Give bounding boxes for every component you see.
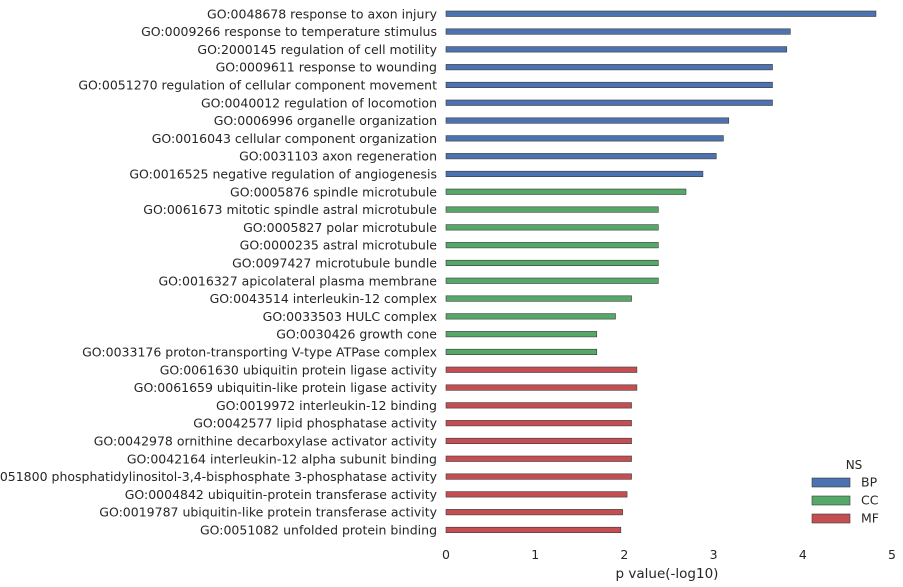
bar-mf bbox=[445, 366, 638, 373]
bar-bp bbox=[445, 153, 717, 160]
bar-cc bbox=[445, 224, 659, 231]
bar-mf bbox=[445, 420, 632, 427]
category-label: GO:0042164 interleukin-12 alpha subunit … bbox=[127, 451, 437, 466]
category-label: GO:0016327 apicolateral plasma membrane bbox=[159, 273, 438, 288]
x-tick-label: 3 bbox=[710, 547, 718, 562]
bar-bp bbox=[445, 46, 788, 53]
bar-mf bbox=[445, 384, 638, 391]
category-label: GO:0042577 lipid phosphatase activity bbox=[193, 416, 437, 431]
legend-swatch-cc bbox=[811, 495, 851, 506]
category-label: GO:0009266 response to temperature stimu… bbox=[141, 24, 437, 39]
category-label: GO:0005876 spindle microtubule bbox=[230, 184, 437, 199]
bar-bp bbox=[445, 64, 773, 71]
bar-mf bbox=[445, 509, 623, 516]
legend-swatch-mf bbox=[811, 513, 851, 524]
legend-label-mf: MF bbox=[861, 511, 879, 526]
category-label: GO:0040012 regulation of locomotion bbox=[201, 95, 437, 110]
category-label: GO:0019972 interleukin-12 binding bbox=[216, 398, 437, 413]
category-label: GO:0061673 mitotic spindle astral microt… bbox=[143, 202, 437, 217]
category-label: GO:0030426 growth cone bbox=[276, 327, 437, 342]
bar-cc bbox=[445, 242, 659, 249]
category-label: GO:0000235 astral microtubule bbox=[240, 238, 438, 253]
category-label: GO:0016043 cellular component organizati… bbox=[152, 131, 437, 146]
bar-cc bbox=[445, 295, 632, 302]
category-label: GO:0016525 negative regulation of angiog… bbox=[129, 166, 437, 181]
category-label: GO:0042978 ornithine decarboxylase activ… bbox=[94, 433, 438, 448]
category-label: GO:0006996 organelle organization bbox=[214, 113, 437, 128]
legend-label-cc: CC bbox=[861, 493, 879, 508]
bar-mf bbox=[445, 437, 632, 445]
x-axis: 0 1 2 3 4 5 bbox=[442, 547, 896, 562]
category-label: GO:0097427 microtubule bundle bbox=[232, 255, 437, 270]
x-tick-label: 2 bbox=[620, 547, 628, 562]
legend-label-bp: BP bbox=[861, 475, 878, 490]
category-label: GO:2000145 regulation of cell motility bbox=[197, 42, 437, 57]
bar-cc bbox=[445, 206, 659, 213]
bar-cc bbox=[445, 348, 598, 356]
category-label: GO:0019787 ubiquitin-like protein transf… bbox=[99, 505, 437, 520]
x-tick-label: 4 bbox=[799, 547, 807, 562]
bar-bp bbox=[445, 135, 724, 142]
x-tick-label: 0 bbox=[442, 547, 450, 562]
category-label: GO:0051800 phosphatidylinositol-3,4-bisp… bbox=[0, 469, 438, 484]
category-label: GO:0051082 unfolded protein binding bbox=[200, 522, 437, 537]
bar-cc bbox=[445, 331, 598, 338]
category-label: GO:0043514 interleukin-12 complex bbox=[210, 291, 437, 306]
bar-bp bbox=[445, 81, 773, 88]
bar-cc bbox=[445, 259, 659, 267]
bar-bp bbox=[445, 99, 773, 106]
bar-bp bbox=[445, 170, 704, 177]
bar-mf bbox=[445, 526, 622, 534]
bar-cc bbox=[445, 313, 616, 320]
bar-bp bbox=[445, 117, 730, 124]
category-label: GO:0009611 response to wounding bbox=[216, 60, 437, 75]
bars-layer bbox=[445, 10, 877, 534]
category-label: GO:0031103 axon regeneration bbox=[239, 149, 437, 164]
bar-cc bbox=[445, 277, 659, 284]
bar-cc bbox=[445, 188, 687, 195]
bar-mf bbox=[445, 473, 632, 480]
legend-title: NS bbox=[846, 458, 863, 472]
legend-swatch-bp bbox=[811, 477, 851, 488]
bar-mf bbox=[445, 491, 628, 498]
x-tick-label: 5 bbox=[888, 547, 896, 562]
category-label: GO:0005827 polar microtubule bbox=[243, 220, 437, 235]
bar-bp bbox=[445, 10, 877, 17]
category-label: GO:0048678 response to axon injury bbox=[207, 6, 438, 21]
category-label: GO:0004842 ubiquitin-protein transferase… bbox=[125, 487, 438, 502]
bar-mf bbox=[445, 455, 632, 462]
legend: NS BP CC MF bbox=[811, 458, 879, 526]
x-tick-label: 1 bbox=[531, 547, 539, 562]
category-label: GO:0061659 ubiquitin-like protein ligase… bbox=[134, 380, 438, 395]
category-label: GO:0051270 regulation of cellular compon… bbox=[78, 77, 437, 92]
bar-mf bbox=[445, 402, 632, 409]
category-label: GO:0033503 HULC complex bbox=[263, 309, 437, 324]
x-axis-title: p value(-log10) bbox=[616, 566, 719, 582]
category-label: GO:0061630 ubiquitin protein ligase acti… bbox=[160, 362, 438, 377]
bar-bp bbox=[445, 28, 791, 35]
category-labels: GO:0048678 response to axon injury GO:000… bbox=[0, 6, 438, 537]
category-label: GO:0033176 proton-transporting V-type AT… bbox=[82, 344, 437, 359]
